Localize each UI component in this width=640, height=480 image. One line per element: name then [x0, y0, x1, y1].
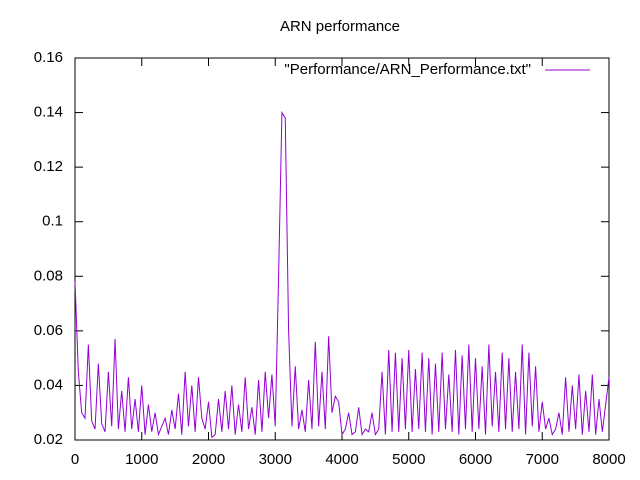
y-tick-label: 0.04 — [34, 376, 63, 393]
y-tick-label: 0.14 — [34, 104, 63, 121]
y-tick-label: 0.02 — [34, 431, 63, 448]
y-tick-label: 0.06 — [34, 322, 63, 339]
legend-label: "Performance/ARN_Performance.txt" — [284, 61, 531, 78]
y-tick-label: 0.08 — [34, 267, 63, 284]
x-tick-label: 6000 — [459, 451, 492, 468]
y-tick-label: 0.12 — [34, 158, 63, 175]
y-tick-label: 0.16 — [34, 49, 63, 66]
x-tick-label: 2000 — [192, 451, 225, 468]
x-tick-label: 1000 — [125, 451, 158, 468]
plot-border — [74, 57, 610, 441]
x-tick-label: 7000 — [526, 451, 559, 468]
chart-title: ARN performance — [280, 18, 400, 35]
x-tick-label: 0 — [71, 451, 79, 468]
x-tick-label: 8000 — [592, 451, 625, 468]
x-tick-label: 5000 — [392, 451, 425, 468]
data-line — [74, 110, 610, 439]
x-tick-label: 3000 — [259, 451, 292, 468]
y-tick-label: 0.1 — [42, 213, 63, 230]
x-tick-label: 4000 — [325, 451, 358, 468]
